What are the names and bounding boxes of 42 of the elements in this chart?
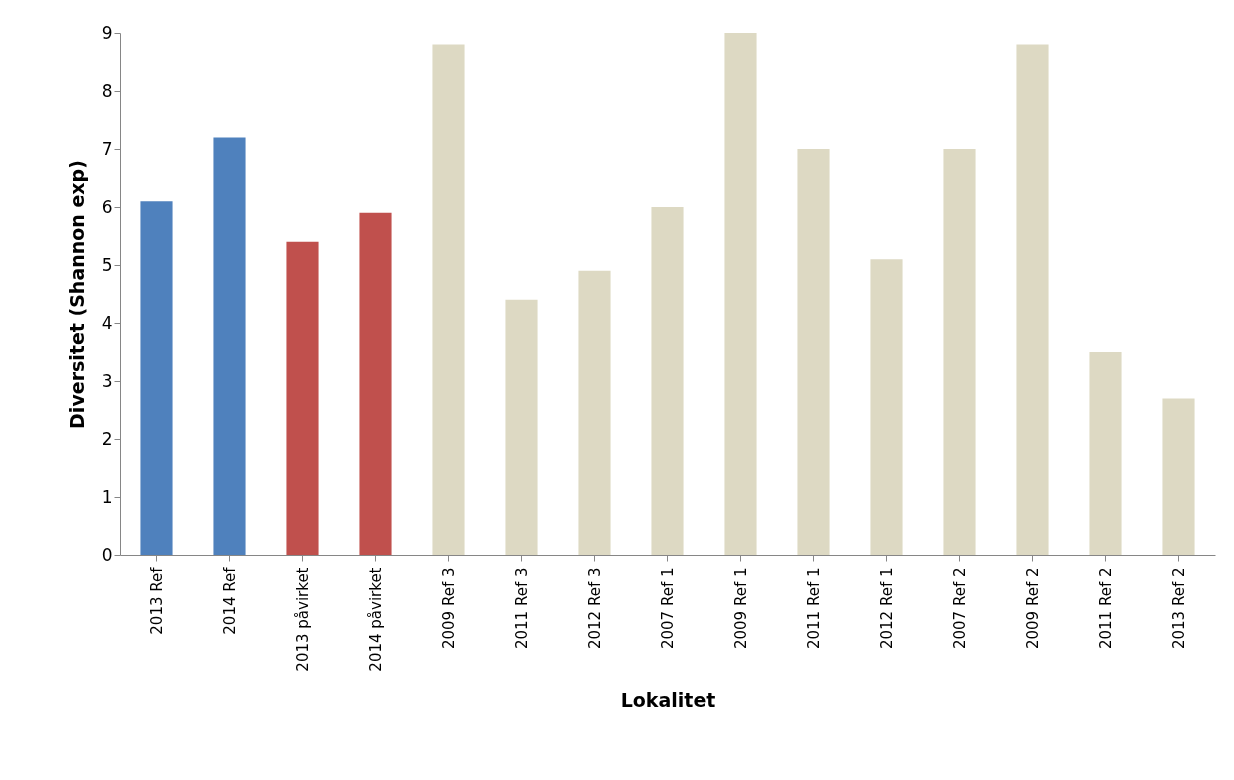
x-tick-label: 2011 Ref 1 (804, 567, 823, 650)
y-tick-label: 4 (101, 312, 113, 333)
y-tick-label: 8 (101, 80, 113, 101)
x-tick-label: 2011 Ref 3 (512, 567, 531, 650)
bar (1089, 352, 1122, 555)
y-tick-label: 5 (101, 254, 113, 275)
bar (1016, 44, 1049, 555)
x-axis-title: Lokalitet (620, 688, 716, 711)
x-tick-label: 2014 påvirket (366, 567, 385, 672)
bar (505, 299, 538, 555)
x-tick-label: 2007 Ref 1 (658, 567, 677, 650)
x-tick-label: 2009 Ref 3 (439, 567, 458, 650)
x-tick-label: 2009 Ref 2 (1023, 567, 1042, 650)
x-tick-label: 2012 Ref 3 (585, 567, 604, 650)
bar (286, 241, 319, 555)
bar (578, 270, 611, 555)
bar (724, 33, 757, 555)
x-tick-label: 2013 Ref (147, 566, 166, 635)
y-tick-label: 7 (101, 138, 113, 159)
x-tick-label: 2014 Ref (220, 566, 239, 635)
y-tick-label: 1 (101, 486, 113, 507)
bar (213, 137, 246, 555)
x-tick-label: 2013 påvirket (293, 567, 312, 672)
bar (432, 44, 465, 555)
x-tick-label: 2013 Ref 2 (1169, 567, 1188, 650)
y-tick-label: 6 (101, 196, 113, 217)
bar (359, 212, 392, 555)
x-tick-label: 2009 Ref 1 (731, 567, 750, 650)
y-tick-label: 0 (101, 544, 113, 565)
bar (943, 149, 976, 555)
bar (140, 201, 173, 555)
bar (1162, 398, 1195, 555)
bar (870, 259, 903, 555)
y-axis-title: Diversitet (Shannon exp) (65, 160, 88, 429)
bar (651, 207, 684, 555)
y-tick-label: 2 (101, 428, 113, 449)
x-tick-label: 2007 Ref 2 (950, 567, 969, 650)
x-tick-label: 2012 Ref 1 (877, 567, 896, 650)
y-tick-label: 3 (101, 370, 113, 391)
bar (797, 149, 830, 555)
y-tick-label: 9 (101, 22, 113, 43)
x-tick-label: 2011 Ref 2 (1096, 567, 1115, 650)
